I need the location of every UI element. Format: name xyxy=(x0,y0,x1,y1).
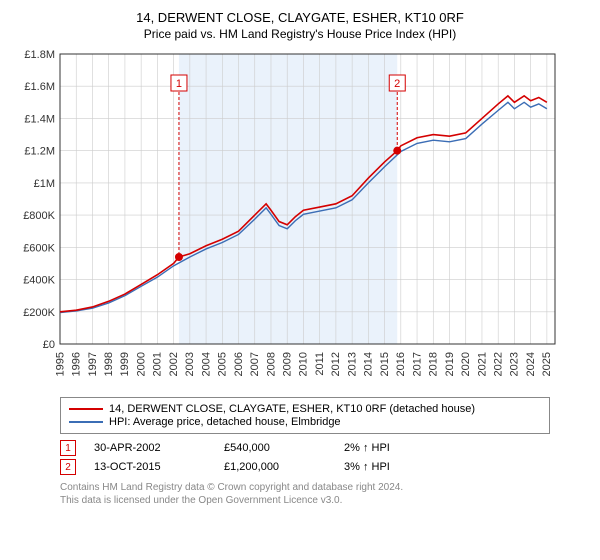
footer-line1: Contains HM Land Registry data © Crown c… xyxy=(60,481,550,494)
price-chart: £0 £200K £400K £600K £800K £1M £1.2M £1.4M £1.6M… xyxy=(10,49,570,389)
svg-text:2019: 2019 xyxy=(444,352,456,376)
legend-swatch xyxy=(69,408,103,410)
svg-text:1995: 1995 xyxy=(54,352,66,376)
svg-text:2014: 2014 xyxy=(363,352,375,376)
sales-table: 1 30-APR-2002£540,0002% ↑ HPI 2 13-OCT-2015… xyxy=(60,440,550,475)
chart-titles: 14, DERWENT CLOSE, CLAYGATE, ESHER, KT10… xyxy=(10,10,590,41)
svg-text:£1M: £1M xyxy=(34,178,55,190)
svg-text:2017: 2017 xyxy=(411,352,423,376)
svg-text:£1.4M: £1.4M xyxy=(24,113,55,125)
sale-hpi: 3% ↑ HPI xyxy=(344,461,390,473)
svg-text:1997: 1997 xyxy=(87,352,99,376)
svg-text:1: 1 xyxy=(176,78,182,90)
svg-text:2015: 2015 xyxy=(379,352,391,376)
svg-text:2020: 2020 xyxy=(460,352,472,376)
chart-container: £0 £200K £400K £600K £800K £1M £1.2M £1.4M £1.6M… xyxy=(10,49,590,389)
svg-text:1999: 1999 xyxy=(119,352,131,376)
sale-hpi: 2% ↑ HPI xyxy=(344,442,390,454)
svg-text:£1.2M: £1.2M xyxy=(24,146,55,158)
svg-text:£1.6M: £1.6M xyxy=(24,81,55,93)
footer-attribution: Contains HM Land Registry data © Crown c… xyxy=(60,481,550,507)
svg-text:2016: 2016 xyxy=(395,352,407,376)
legend-item: HPI: Average price, detached house, Elmb… xyxy=(69,416,541,428)
svg-text:1998: 1998 xyxy=(103,352,115,376)
sale-date: 13-OCT-2015 xyxy=(94,461,224,473)
svg-text:£800K: £800K xyxy=(23,210,55,222)
svg-text:2003: 2003 xyxy=(184,352,196,376)
sale-price: £1,200,000 xyxy=(224,461,344,473)
svg-text:2006: 2006 xyxy=(233,352,245,376)
svg-text:2021: 2021 xyxy=(476,352,488,376)
title-address: 14, DERWENT CLOSE, CLAYGATE, ESHER, KT10… xyxy=(10,10,590,25)
svg-text:£1.8M: £1.8M xyxy=(24,49,55,61)
footer-line2: This data is licensed under the Open Gov… xyxy=(60,494,550,507)
svg-text:£400K: £400K xyxy=(23,275,55,287)
svg-text:2018: 2018 xyxy=(428,352,440,376)
legend-swatch xyxy=(69,421,103,423)
svg-text:2: 2 xyxy=(394,78,400,90)
svg-text:2024: 2024 xyxy=(525,352,537,376)
sale-date: 30-APR-2002 xyxy=(94,442,224,454)
svg-text:2008: 2008 xyxy=(265,352,277,376)
svg-text:£600K: £600K xyxy=(23,242,55,254)
legend-label: HPI: Average price, detached house, Elmb… xyxy=(109,416,341,428)
svg-text:2000: 2000 xyxy=(135,352,147,376)
svg-text:2010: 2010 xyxy=(298,352,310,376)
legend: 14, DERWENT CLOSE, CLAYGATE, ESHER, KT10… xyxy=(60,397,550,434)
svg-text:2004: 2004 xyxy=(200,352,212,376)
svg-text:£0: £0 xyxy=(43,339,55,351)
sale-marker-box: 1 xyxy=(60,440,76,456)
svg-text:2001: 2001 xyxy=(152,352,164,376)
svg-text:1996: 1996 xyxy=(71,352,83,376)
sale-price: £540,000 xyxy=(224,442,344,454)
svg-text:2011: 2011 xyxy=(314,352,326,376)
svg-text:2009: 2009 xyxy=(282,352,294,376)
svg-text:2012: 2012 xyxy=(330,352,342,376)
sale-row: 1 30-APR-2002£540,0002% ↑ HPI xyxy=(60,440,550,456)
svg-text:2022: 2022 xyxy=(492,352,504,376)
svg-text:2025: 2025 xyxy=(541,352,553,376)
title-subtitle: Price paid vs. HM Land Registry's House … xyxy=(10,27,590,41)
legend-item: 14, DERWENT CLOSE, CLAYGATE, ESHER, KT10… xyxy=(69,403,541,415)
svg-text:2007: 2007 xyxy=(249,352,261,376)
sale-marker-box: 2 xyxy=(60,459,76,475)
sale-row: 2 13-OCT-2015£1,200,0003% ↑ HPI xyxy=(60,459,550,475)
svg-text:2005: 2005 xyxy=(217,352,229,376)
legend-label: 14, DERWENT CLOSE, CLAYGATE, ESHER, KT10… xyxy=(109,403,475,415)
svg-text:2013: 2013 xyxy=(346,352,358,376)
svg-text:2002: 2002 xyxy=(168,352,180,376)
svg-text:£200K: £200K xyxy=(23,307,55,319)
svg-text:2023: 2023 xyxy=(509,352,521,376)
